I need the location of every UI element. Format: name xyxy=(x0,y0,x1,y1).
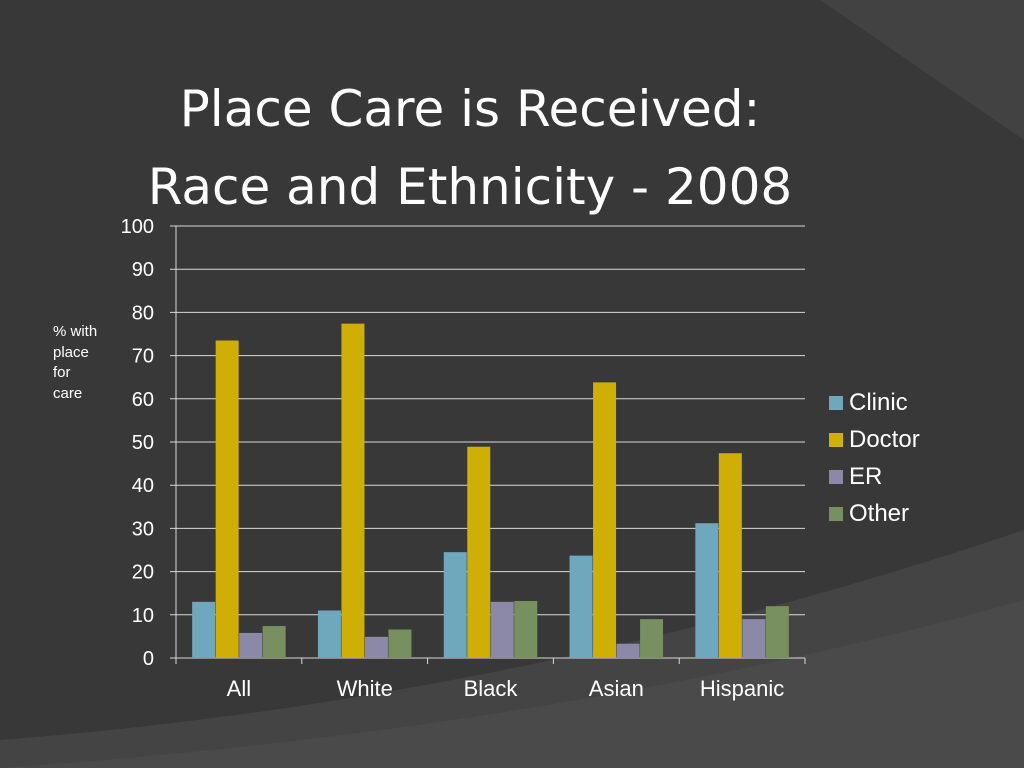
title-line-2: Race and Ethnicity - 2008 xyxy=(147,157,793,216)
bar-er-white xyxy=(364,636,388,658)
y-tick-label: 70 xyxy=(132,346,154,368)
legend-swatch xyxy=(829,395,843,410)
y-tick-label: 10 xyxy=(132,605,154,627)
bar-er-black xyxy=(490,601,514,658)
bar-other-black xyxy=(514,600,538,658)
x-category-label: Black xyxy=(464,676,519,701)
legend-label: Other xyxy=(849,499,910,527)
bar-doctor-asian xyxy=(593,382,617,658)
y-tick-label: 80 xyxy=(132,302,154,324)
bar-other-asian xyxy=(640,619,664,658)
x-category-label: White xyxy=(337,676,393,701)
bar-clinic-hispanic xyxy=(695,523,719,658)
bar-er-all xyxy=(239,632,263,658)
bar-clinic-white xyxy=(317,610,341,658)
y-tick-label: 20 xyxy=(132,562,154,584)
y-tick-label: 0 xyxy=(143,648,154,670)
title-line-1: Place Care is Received: xyxy=(179,79,761,138)
y-tick-label: 40 xyxy=(132,475,154,497)
y-tick-label: 90 xyxy=(132,259,154,281)
bar-clinic-all xyxy=(192,601,216,658)
x-category-label: All xyxy=(227,676,251,701)
legend-item: ER xyxy=(829,458,920,495)
legend-label: Clinic xyxy=(849,388,908,416)
y-tick-label: 30 xyxy=(132,518,154,540)
bar-er-asian xyxy=(616,643,640,658)
legend-swatch xyxy=(829,469,843,484)
bar-doctor-all xyxy=(215,340,239,658)
bar-other-hispanic xyxy=(765,606,789,658)
y-axis-label: % with place for care xyxy=(53,323,98,402)
chart-legend: Clinic Doctor ER Other xyxy=(829,384,920,532)
legend-swatch xyxy=(829,432,843,447)
legend-label: Doctor xyxy=(849,425,920,453)
legend-item: Other xyxy=(829,495,920,532)
bar-doctor-hispanic xyxy=(718,453,742,658)
bar-doctor-white xyxy=(341,323,365,658)
x-category-label: Hispanic xyxy=(700,676,784,701)
legend-swatch xyxy=(829,506,843,521)
x-category-label: Asian xyxy=(589,676,644,701)
legend-item: Doctor xyxy=(829,421,920,458)
y-tick-label: 100 xyxy=(121,216,154,238)
y-tick-label: 60 xyxy=(132,389,154,411)
bar-other-white xyxy=(388,629,412,658)
bar-doctor-black xyxy=(467,446,491,658)
bar-clinic-black xyxy=(443,552,467,658)
legend-label: ER xyxy=(849,462,883,490)
y-tick-label: 50 xyxy=(132,432,154,454)
bar-er-hispanic xyxy=(742,619,766,658)
bar-clinic-asian xyxy=(569,555,593,658)
slide-title: Place Care is Received: Race and Ethnici… xyxy=(0,70,940,226)
bar-other-all xyxy=(262,626,286,658)
legend-item: Clinic xyxy=(829,384,920,421)
